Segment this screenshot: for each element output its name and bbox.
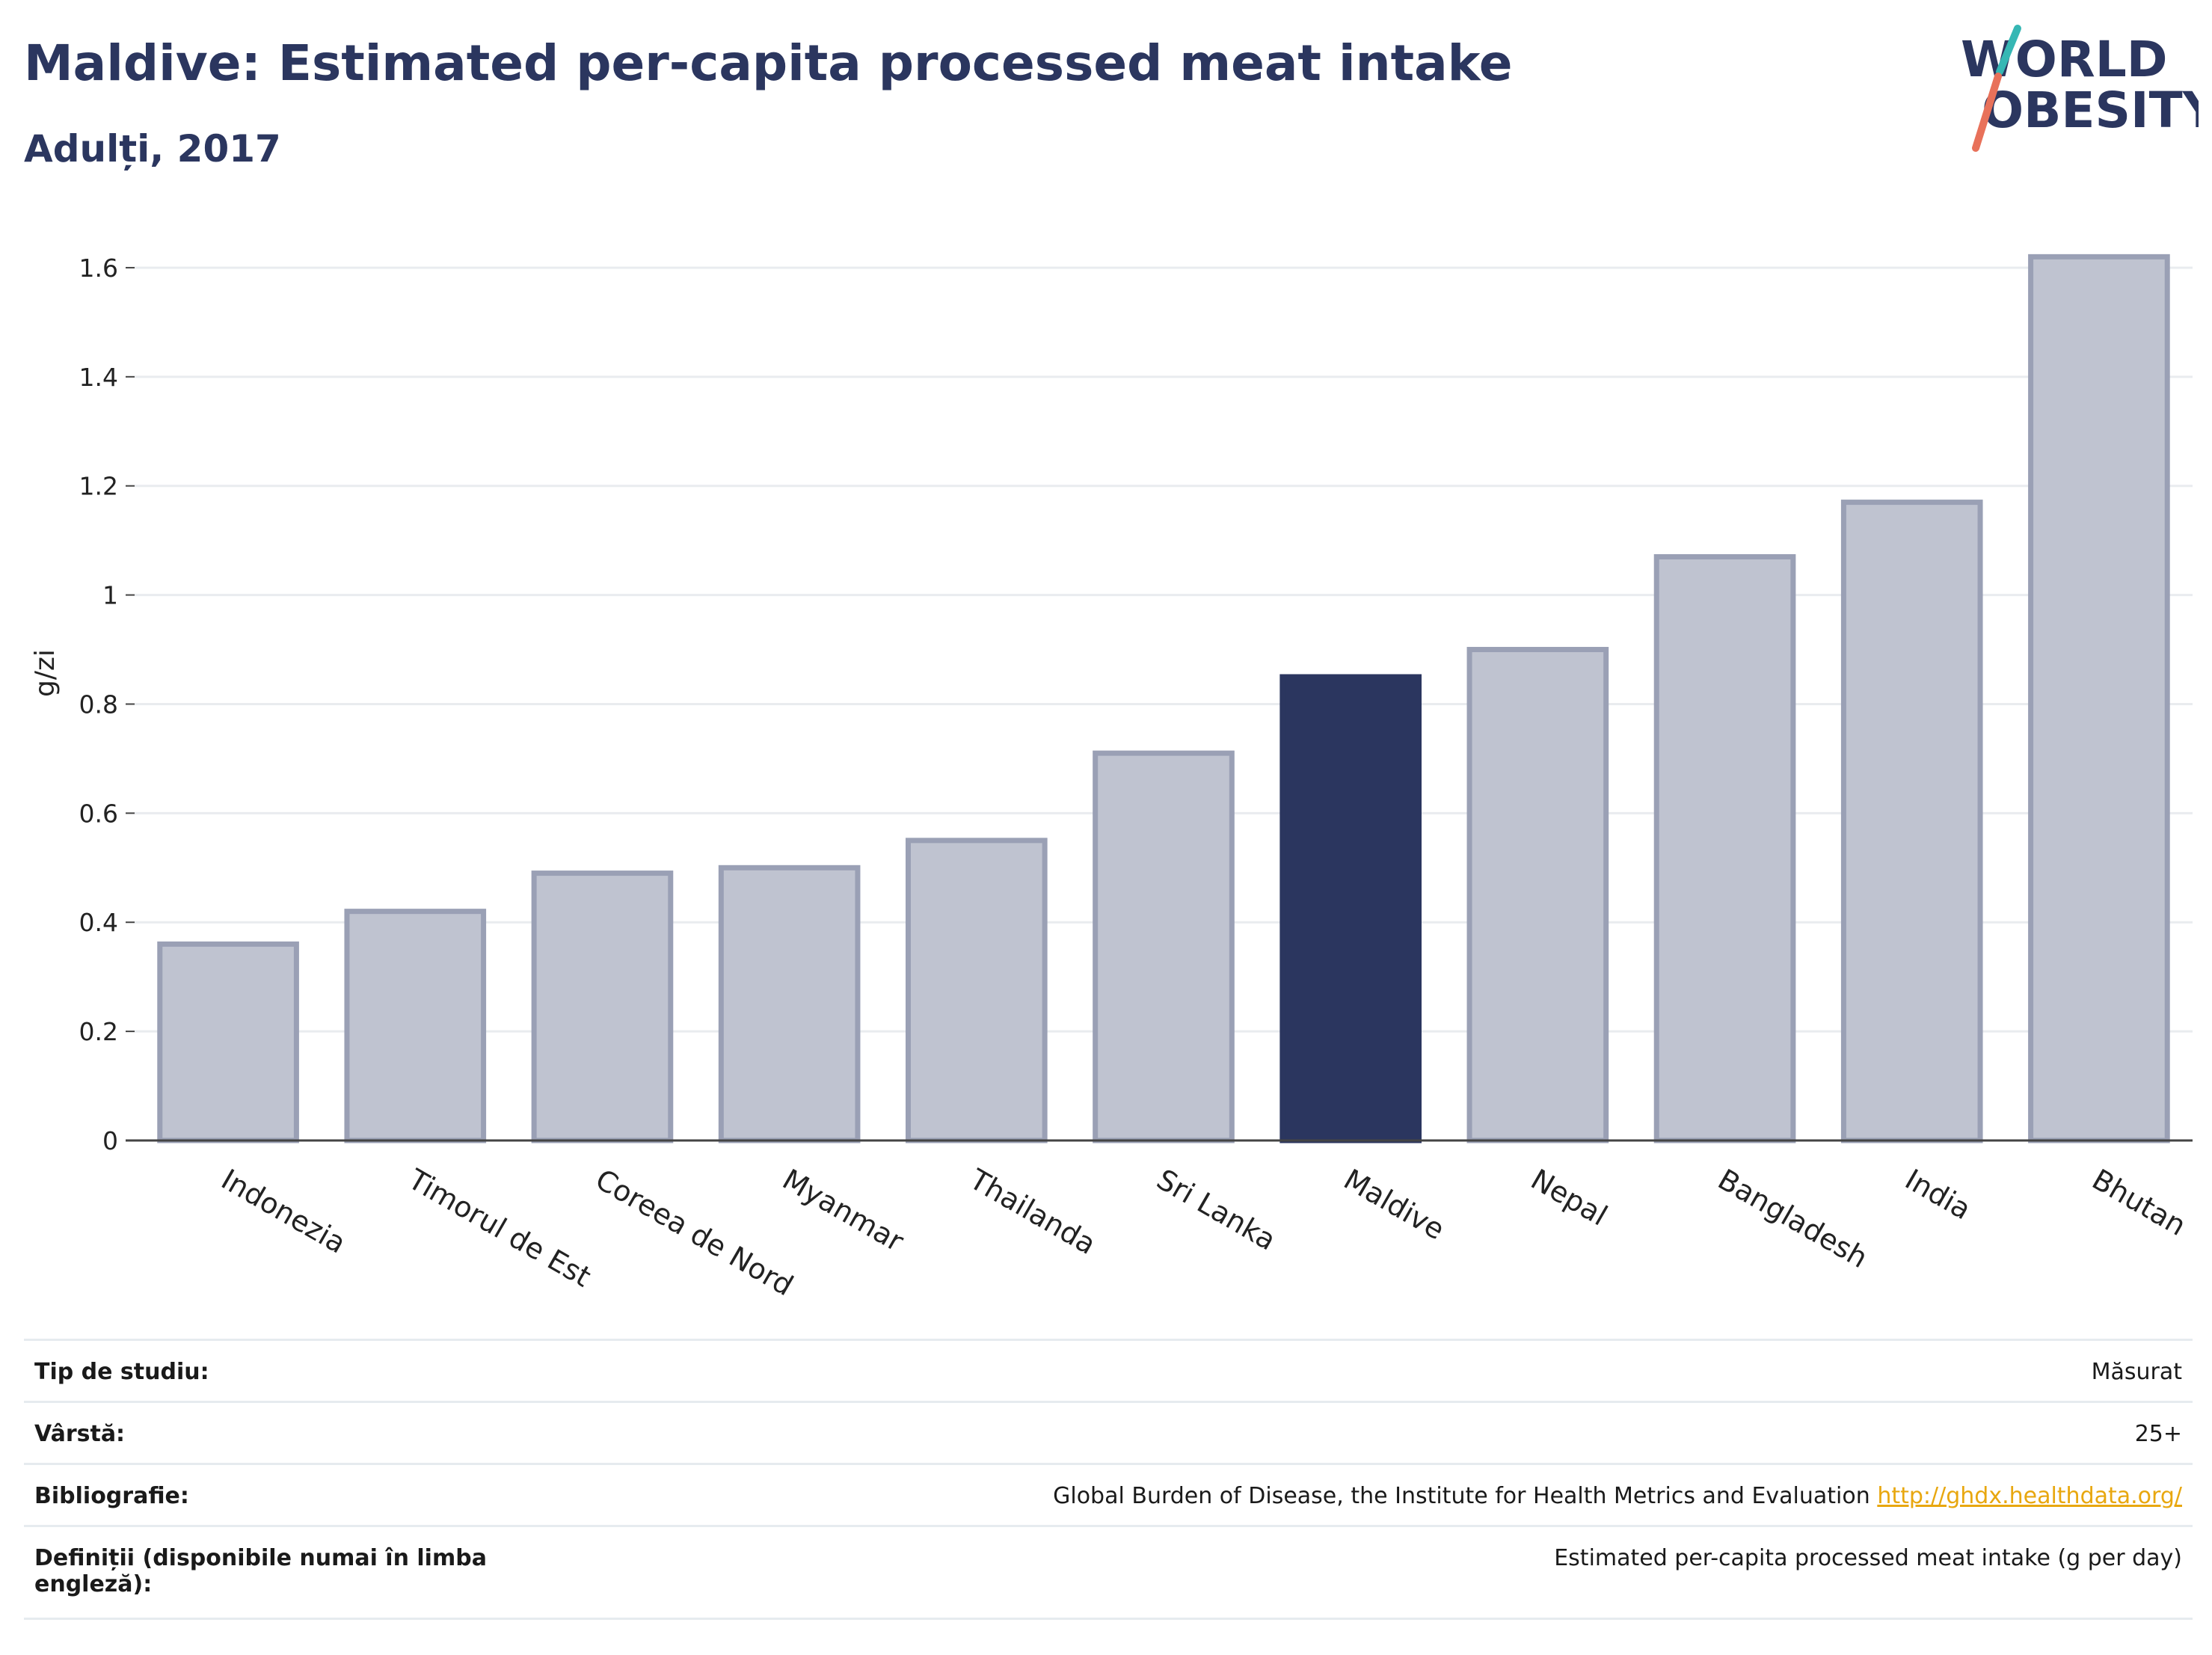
bar-india[interactable] [1840,500,1983,1143]
info-value-bibliography: Global Burden of Disease, the Institute … [523,1463,2193,1527]
x-category-label: India [1899,1163,1976,1226]
x-category-label: Maldive [1339,1163,1450,1247]
logo-slash-teal [1996,25,2021,76]
info-key-study-type: Tip de studiu: [24,1339,523,1403]
info-key-definitions: Definiții (disponibile numai în limba en… [24,1525,523,1620]
chart-title: Maldive: Estimated per-capita processed … [24,34,1513,92]
world-obesity-logo[interactable]: WORLD OBESITY [1944,22,2199,157]
info-key-bibliography: Bibliografie: [24,1463,523,1527]
chart-subtitle: Adulți, 2017 [24,127,281,171]
x-category-label: Sri Lanka [1152,1163,1282,1257]
x-category-label: Bhutan [2086,1163,2191,1242]
info-value-study-type: Măsurat [523,1339,2193,1403]
info-row-study-type: Tip de studiu: Măsurat [24,1339,2193,1403]
info-key-age: Vârstă: [24,1401,523,1465]
x-category-label: Myanmar [777,1163,909,1259]
bar-bhutan[interactable] [2028,254,2170,1143]
y-tick-label: 1.2 [79,472,118,501]
bar-maldive[interactable] [1279,674,1422,1143]
y-tick-label: 0 [102,1126,118,1155]
bar-bangladesh[interactable] [1653,554,1796,1143]
y-axis-label: g/zi [30,649,61,697]
bar-coreea-de-nord[interactable] [531,871,674,1143]
bar-sri-lanka[interactable] [1093,750,1235,1143]
info-row-bibliography: Bibliografie: Global Burden of Disease, … [24,1463,2193,1527]
info-row-definitions: Definiții (disponibile numai în limba en… [24,1525,2193,1620]
bar-thailanda[interactable] [906,838,1048,1143]
y-tick-label: 1.6 [79,254,118,283]
y-tick-label: 0.2 [79,1017,118,1046]
bars [157,254,2170,1143]
bar-timorul-de-est[interactable] [344,909,487,1143]
x-category-label: Thailanda [963,1162,1101,1261]
bibliography-text: Global Burden of Disease, the Institute … [1053,1483,1870,1509]
x-category-label: Bangladesh [1712,1163,1873,1275]
bar-nepal[interactable] [1466,647,1609,1143]
bibliography-link[interactable]: http://ghdx.healthdata.org/ [1877,1483,2182,1509]
info-value-age: 25+ [523,1401,2193,1465]
bar-myanmar[interactable] [718,865,861,1143]
x-category-label: Nepal [1526,1163,1613,1232]
x-category-label: Timorul de Est [402,1162,597,1293]
y-tick-label: 0.8 [79,690,118,719]
x-category-label: Indonezia [216,1163,351,1260]
logo-word-obesity: OBESITY [1982,82,2199,139]
info-table: Tip de studiu: Măsurat Vârstă: 25+ Bibli… [24,1339,2193,1620]
y-tick-label: 1 [102,581,118,610]
y-tick-label: 1.4 [79,363,118,392]
y-tick-label: 0.6 [79,799,118,828]
bar-chart: 0 0.2 0.4 0.6 0.8 1 1.2 1.4 1.6 Indonezia Timorul… [30,254,2193,1302]
y-axis-ticks: 0 0.2 0.4 0.6 0.8 1 1.2 1.4 1.6 [79,254,135,1155]
info-value-definitions: Estimated per-capita processed meat inta… [523,1525,2193,1620]
y-tick-label: 0.4 [79,908,118,937]
x-category-label: Coreea de Nord [590,1163,799,1303]
bar-indonezia[interactable] [157,941,299,1143]
logo-slash-coral [1972,73,2002,152]
info-row-age: Vârstă: 25+ [24,1401,2193,1465]
